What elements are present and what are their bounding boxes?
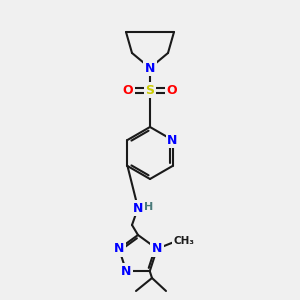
Text: N: N xyxy=(152,242,162,255)
Text: H: H xyxy=(144,202,154,212)
Text: N: N xyxy=(133,202,143,214)
Text: CH₃: CH₃ xyxy=(173,236,194,246)
Text: N: N xyxy=(167,134,178,146)
Text: N: N xyxy=(114,242,124,255)
Text: N: N xyxy=(145,61,155,74)
Text: O: O xyxy=(123,83,133,97)
Text: O: O xyxy=(167,83,177,97)
Text: S: S xyxy=(146,83,154,97)
Text: N: N xyxy=(121,265,131,278)
